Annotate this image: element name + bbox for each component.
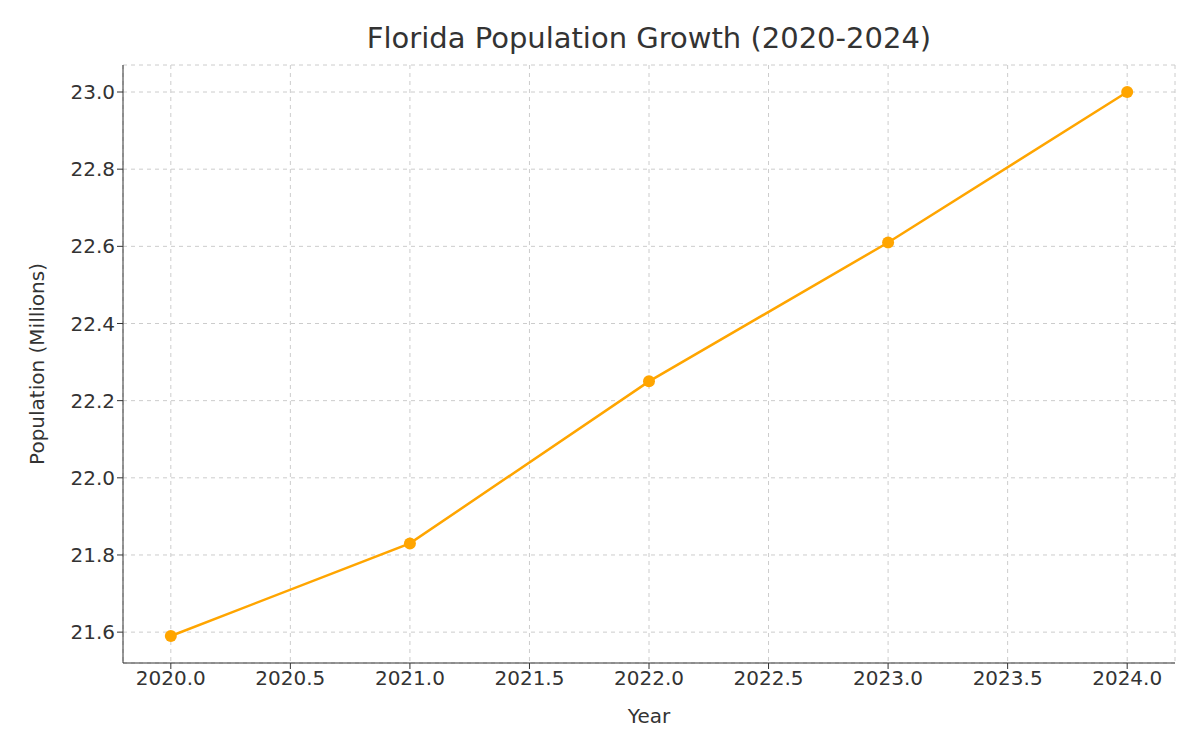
svg-text:2023.0: 2023.0 — [853, 666, 923, 690]
svg-text:Population (Millions): Population (Millions) — [25, 263, 49, 465]
svg-text:2020.5: 2020.5 — [255, 666, 325, 690]
svg-text:2021.5: 2021.5 — [494, 666, 564, 690]
svg-text:21.6: 21.6 — [70, 620, 115, 644]
svg-text:2021.0: 2021.0 — [375, 666, 445, 690]
svg-text:2022.5: 2022.5 — [734, 666, 804, 690]
svg-text:23.0: 23.0 — [70, 80, 115, 104]
html-text:Florida Population Growth (202: Florida Population Growth (2020-2024) — [366, 21, 932, 55]
svg-text:22.0: 22.0 — [70, 466, 115, 490]
svg-text:22.2: 22.2 — [70, 389, 115, 413]
svg-text:2023.5: 2023.5 — [973, 666, 1043, 690]
svg-text:2024.0: 2024.0 — [1092, 666, 1162, 690]
svg-text:2022.0: 2022.0 — [614, 666, 684, 690]
svg-text:22.8: 22.8 — [70, 157, 115, 181]
svg-text:2020.0: 2020.0 — [136, 666, 206, 690]
svg-text:Year: Year — [627, 704, 671, 728]
svg-text:22.4: 22.4 — [70, 312, 115, 336]
svg-text:22.6: 22.6 — [70, 234, 115, 258]
svg-text:21.8: 21.8 — [70, 543, 115, 567]
